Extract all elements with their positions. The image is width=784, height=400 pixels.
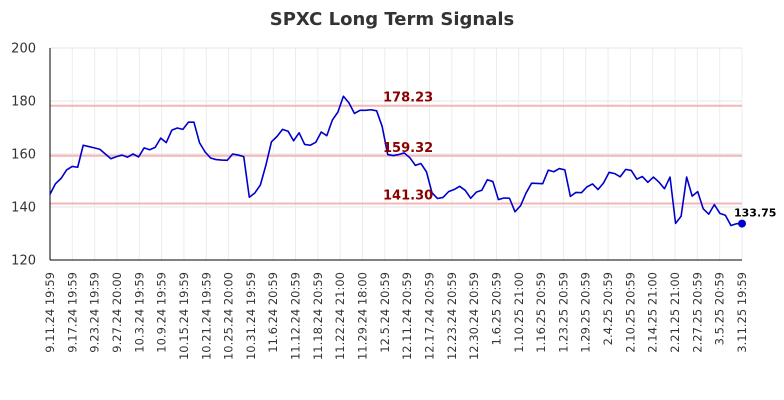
x-tick-label: 3.11.25 19:59: [735, 272, 749, 353]
grid: [49, 47, 743, 260]
x-tick-label: 11.6.24 20:59: [266, 272, 280, 353]
x-tick-label: 2.4.25 20:59: [601, 272, 615, 345]
x-tick-label: 11.29.24 18:00: [356, 272, 370, 360]
signal-level-label: 178.23: [383, 91, 433, 106]
x-tick-label: 10.9.24 19:59: [155, 272, 169, 353]
x-tick-label: 11.22.24 21:00: [333, 272, 347, 360]
x-tick-label: 9.23.24 19:59: [88, 272, 102, 353]
x-tick-label: 10.21.24 19:59: [199, 272, 213, 360]
signal-level-label: 159.32: [383, 141, 433, 156]
x-tick-label: 2.14.25 21:00: [646, 272, 660, 353]
y-tick-label: 180: [11, 95, 36, 110]
last-value-label: 133.75: [734, 207, 776, 220]
x-tick-label: 2.27.25 20:59: [690, 272, 704, 353]
x-tick-label: 9.27.24 20:00: [110, 272, 124, 353]
chart-title: SPXC Long Term Signals: [270, 9, 515, 30]
y-tick-label: 140: [11, 201, 36, 216]
x-tick-label: 3.5.25 20:59: [713, 272, 727, 345]
x-tick-label: 1.29.25 20:59: [579, 272, 593, 353]
price-series-line: [49, 95, 743, 227]
x-tick-label: 12.30.24 20:59: [467, 272, 481, 360]
x-tick-label: 1.10.25 21:00: [512, 272, 526, 353]
x-tick-label: 12.11.24 20:59: [400, 272, 414, 360]
x-tick-label: 2.21.25 21:00: [668, 272, 682, 353]
x-tick-label: 2.10.25 20:59: [623, 272, 637, 353]
y-tick-label: 160: [11, 148, 36, 163]
signal-level-label: 141.30: [383, 189, 433, 204]
x-tick-label: 12.23.24 20:59: [445, 272, 459, 360]
x-tick-label: 9.17.24 19:59: [65, 272, 79, 353]
x-tick-label: 11.12.24 20:59: [289, 272, 303, 360]
x-tick-label: 10.15.24 19:59: [177, 272, 191, 360]
x-tick-label: 10.31.24 19:59: [244, 272, 258, 360]
x-tick-label: 10.3.24 19:59: [132, 272, 146, 353]
axes: [49, 48, 742, 261]
y-tick-label: 200: [11, 42, 36, 57]
labels: 120 140 160 180 200 9.11.24 19:59 9.17.24 19:5…: [11, 42, 776, 361]
series-layer: [49, 95, 746, 228]
x-tick-label: 11.18.24 20:59: [311, 272, 325, 360]
y-tick-label: 120: [11, 254, 36, 269]
x-tick-label: 10.25.24 20:00: [222, 272, 236, 360]
x-tick-label: 12.17.24 20:59: [422, 272, 436, 360]
x-tick-label: 1.16.25 20:59: [534, 272, 548, 353]
x-tick-label: 9.11.24 19:59: [43, 272, 57, 353]
x-tick-label: 1.6.25 20:59: [489, 272, 503, 345]
x-tick-label: 1.23.25 20:59: [556, 272, 570, 353]
x-tick-label: 12.5.24 20:59: [378, 272, 392, 353]
last-value-point: [738, 219, 746, 228]
